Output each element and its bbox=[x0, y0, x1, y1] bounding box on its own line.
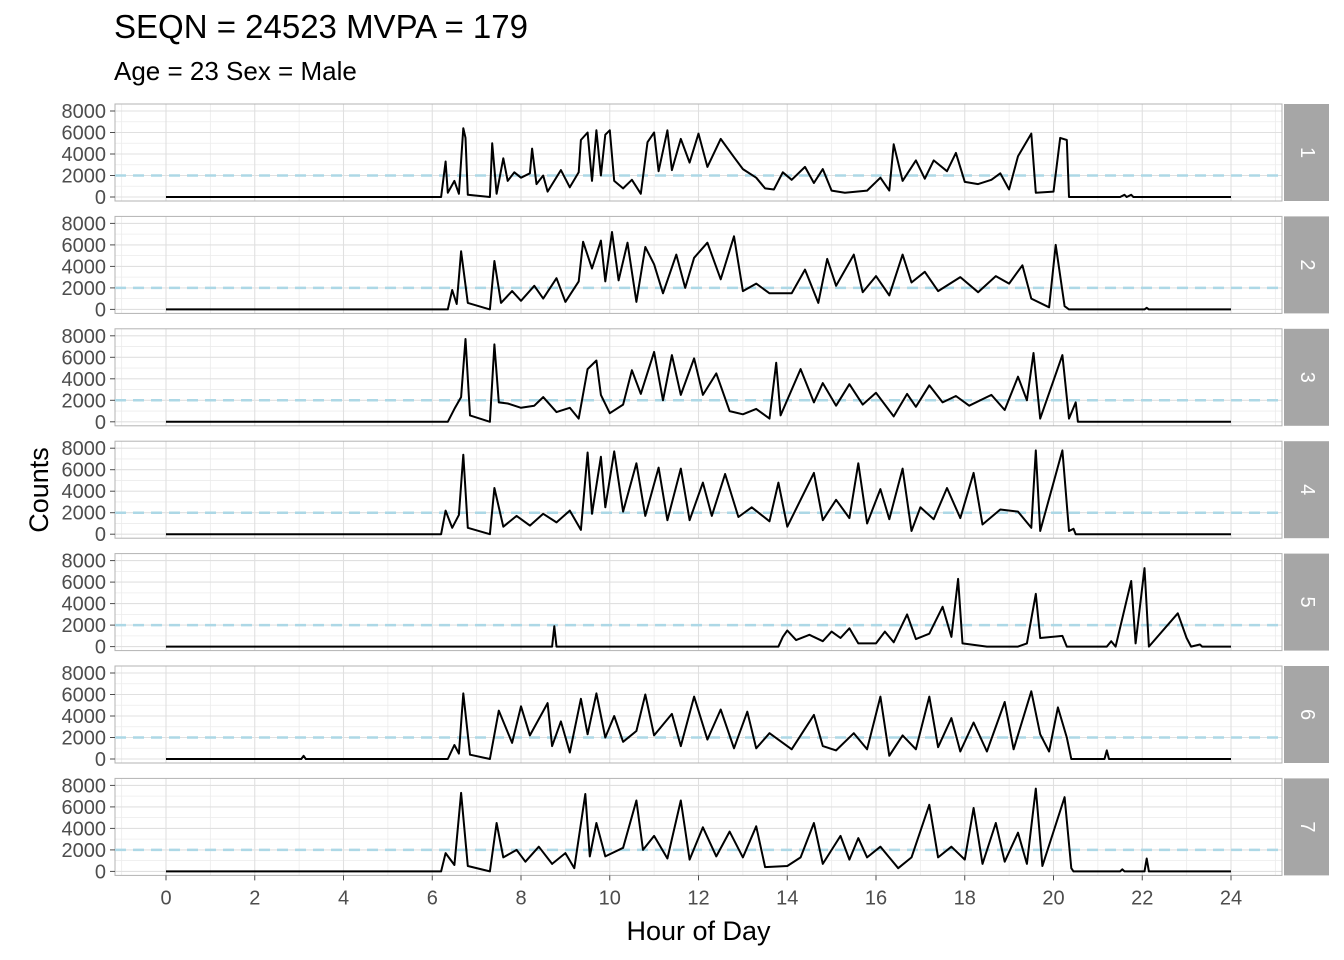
x-tick-label: 18 bbox=[954, 887, 976, 909]
y-tick-label: 4000 bbox=[62, 594, 107, 616]
y-tick-label: 0 bbox=[95, 524, 106, 546]
x-tick-label: 2 bbox=[249, 887, 260, 909]
y-tick-label: 0 bbox=[95, 637, 106, 659]
y-tick-label: 2000 bbox=[62, 503, 107, 525]
y-tick-label: 8000 bbox=[62, 213, 107, 235]
y-tick-label: 0 bbox=[95, 299, 106, 321]
x-tick-label: 24 bbox=[1220, 887, 1242, 909]
y-tick-label: 8000 bbox=[62, 326, 107, 348]
y-tick-label: 6000 bbox=[62, 347, 107, 369]
x-tick-label: 8 bbox=[515, 887, 526, 909]
y-tick-label: 0 bbox=[95, 861, 106, 883]
y-tick-label: 4000 bbox=[62, 144, 107, 166]
y-tick-label: 6000 bbox=[62, 235, 107, 257]
y-tick-label: 6000 bbox=[62, 123, 107, 145]
y-tick-label: 4000 bbox=[62, 706, 107, 728]
facet-strip-label: 4 bbox=[1296, 484, 1318, 495]
x-tick-label: 12 bbox=[687, 887, 709, 909]
y-tick-label: 6000 bbox=[62, 572, 107, 594]
y-tick-label: 0 bbox=[95, 412, 106, 434]
y-tick-label: 0 bbox=[95, 187, 106, 209]
y-tick-label: 2000 bbox=[62, 278, 107, 300]
y-tick-label: 8000 bbox=[62, 775, 107, 797]
x-tick-label: 22 bbox=[1131, 887, 1153, 909]
y-tick-label: 8000 bbox=[62, 101, 107, 123]
x-tick-label: 6 bbox=[427, 887, 438, 909]
y-tick-label: 6000 bbox=[62, 685, 107, 707]
x-tick-label: 20 bbox=[1042, 887, 1064, 909]
y-tick-label: 6000 bbox=[62, 797, 107, 819]
x-tick-label: 4 bbox=[338, 887, 349, 909]
y-tick-label: 2000 bbox=[62, 840, 107, 862]
y-tick-label: 4000 bbox=[62, 481, 107, 503]
facet-strip-label: 2 bbox=[1296, 259, 1318, 270]
y-tick-label: 2000 bbox=[62, 166, 107, 188]
y-tick-label: 4000 bbox=[62, 818, 107, 840]
x-tick-label: 16 bbox=[865, 887, 887, 909]
x-tick-label: 14 bbox=[776, 887, 798, 909]
facet-strip-label: 7 bbox=[1296, 821, 1318, 832]
x-axis-title: Hour of Day bbox=[626, 916, 771, 946]
y-tick-label: 0 bbox=[95, 749, 106, 771]
y-tick-label: 6000 bbox=[62, 460, 107, 482]
facet-strip-label: 1 bbox=[1296, 147, 1318, 158]
y-tick-label: 8000 bbox=[62, 438, 107, 460]
facet-strip-label: 6 bbox=[1296, 709, 1318, 720]
facet-strip-label: 5 bbox=[1296, 597, 1318, 608]
y-tick-label: 4000 bbox=[62, 256, 107, 278]
y-tick-label: 8000 bbox=[62, 551, 107, 573]
y-tick-label: 2000 bbox=[62, 390, 107, 412]
x-tick-label: 0 bbox=[160, 887, 171, 909]
y-axis-title: Counts bbox=[24, 447, 54, 533]
x-tick-label: 10 bbox=[599, 887, 621, 909]
y-tick-label: 2000 bbox=[62, 615, 107, 637]
y-tick-label: 2000 bbox=[62, 728, 107, 750]
facet-strip-label: 3 bbox=[1296, 372, 1318, 383]
y-tick-label: 4000 bbox=[62, 369, 107, 391]
y-tick-label: 8000 bbox=[62, 663, 107, 685]
